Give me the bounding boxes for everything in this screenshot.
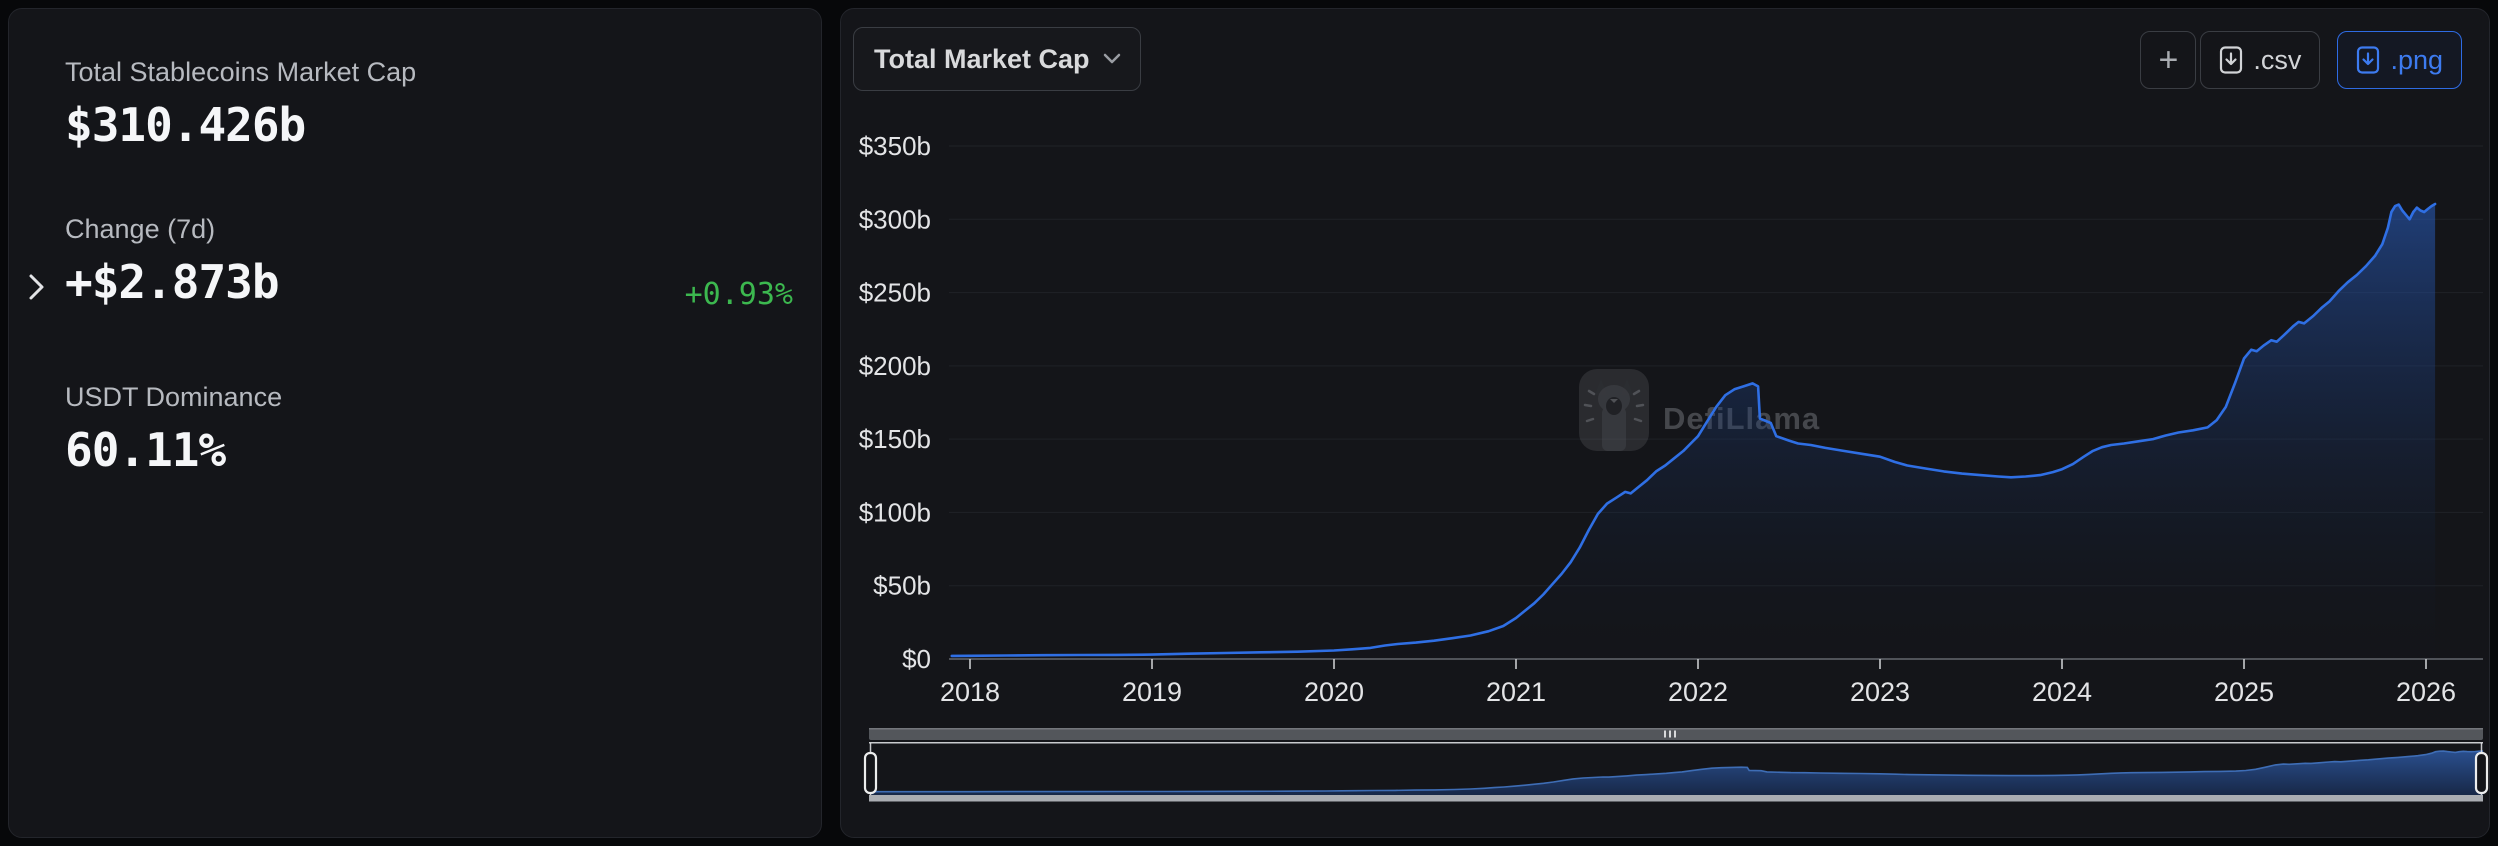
market-cap-line: [950, 202, 2437, 658]
change-7d-label: Change (7d): [65, 214, 216, 244]
download-png-button[interactable]: .png: [2337, 31, 2462, 89]
stats-panel: Total Stablecoins Market Cap $310.426b C…: [8, 8, 822, 838]
file-download-icon: [2220, 46, 2243, 74]
y-axis-label: $350b: [859, 131, 931, 161]
chart-brush[interactable]: [863, 742, 2489, 802]
chevron-right-icon[interactable]: [21, 269, 51, 305]
y-axis-label: $150b: [859, 424, 931, 454]
chevron-down-icon: [1103, 53, 1120, 64]
y-axis-label: $200b: [859, 351, 931, 381]
y-axis-label: $250b: [859, 278, 931, 308]
add-chart-button[interactable]: +: [2140, 31, 2197, 89]
x-axis-label: 2023: [1850, 677, 1910, 707]
total-market-cap-label: Total Stablecoins Market Cap: [65, 57, 417, 87]
total-market-cap-value: $310.426b: [65, 98, 306, 152]
chart-toolbar: + .csv .png: [2140, 31, 2462, 89]
total-market-cap-stat: Total Stablecoins Market Cap $310.426b: [65, 57, 416, 152]
brush-handle-left[interactable]: [863, 751, 878, 795]
metric-dropdown-label: Total Market Cap: [874, 43, 1090, 74]
scrollbar-grip[interactable]: [1664, 730, 1676, 738]
change-7d-stat: Change (7d) +$2.873b: [65, 214, 280, 309]
metric-dropdown[interactable]: Total Market Cap: [853, 27, 1141, 91]
x-axis-label: 2018: [940, 677, 1000, 707]
change-7d-percent: +0.93%: [684, 277, 793, 312]
market-cap-chart[interactable]: $0$50b$100b$150b$200b$250b$300b$350bDefi…: [841, 9, 2491, 839]
x-axis-label: 2024: [2032, 677, 2092, 707]
png-button-label: .png: [2390, 44, 2443, 75]
download-csv-button[interactable]: .csv: [2200, 31, 2321, 89]
csv-button-label: .csv: [2253, 44, 2302, 75]
usdt-dominance-label: USDT Dominance: [65, 382, 283, 412]
x-axis-label: 2022: [1668, 677, 1728, 707]
x-axis-label: 2021: [1486, 677, 1546, 707]
y-axis-label: $50b: [873, 571, 931, 601]
x-axis-label: 2026: [2396, 677, 2456, 707]
plus-icon: +: [2158, 40, 2179, 79]
change-7d-value: +$2.873b: [65, 255, 280, 309]
x-axis-label: 2020: [1304, 677, 1364, 707]
usdt-dominance-value: 60.11%: [65, 423, 226, 477]
market-cap-area: [951, 204, 2436, 659]
y-axis-label: $0: [902, 644, 931, 674]
chart-range-scrollbar[interactable]: [869, 728, 2483, 740]
usdt-dominance-stat: USDT Dominance 60.11%: [65, 382, 282, 477]
y-axis-label: $300b: [859, 204, 931, 234]
brush-line: [871, 750, 2484, 793]
chart-panel: $0$50b$100b$150b$200b$250b$300b$350bDefi…: [840, 8, 2490, 838]
y-axis-label: $100b: [859, 497, 931, 527]
brush-handle-right[interactable]: [2474, 751, 2489, 795]
x-axis-label: 2025: [2214, 677, 2274, 707]
x-axis-label: 2019: [1122, 677, 1182, 707]
file-download-icon: [2357, 46, 2380, 74]
